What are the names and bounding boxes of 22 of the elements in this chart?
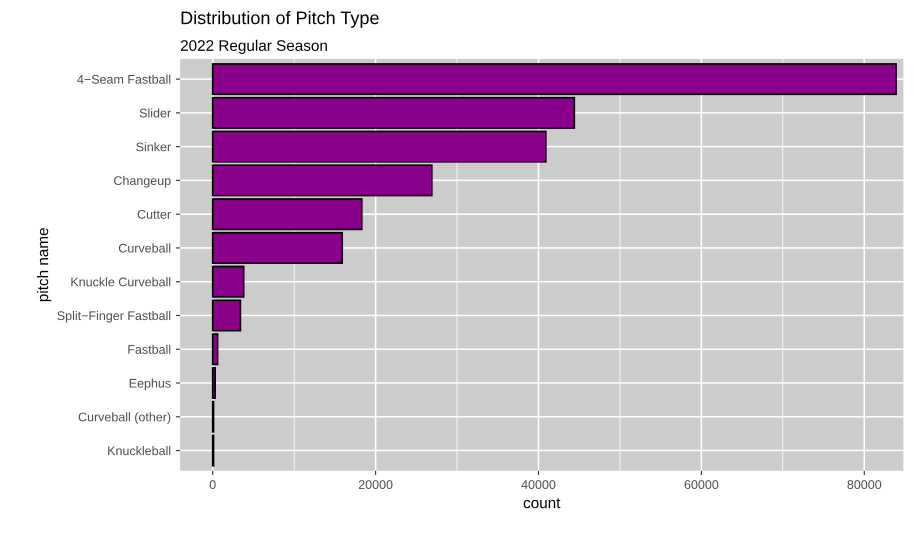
- x-axis-title: count: [524, 498, 560, 508]
- y-tick-label: Curveball: [118, 243, 170, 253]
- x-tick-label: 40000: [521, 480, 556, 490]
- y-tick-label: Sinker: [136, 142, 171, 152]
- y-tick-label: Fastball: [128, 344, 170, 354]
- y-axis-title: pitch name: [37, 228, 52, 302]
- y-tick-label: Curveball (other): [78, 412, 170, 424]
- y-tick-label: Changeup: [114, 176, 171, 188]
- y-tick-label: Cutter: [138, 210, 171, 219]
- y-tick-label: Split−Finger Fastball: [57, 310, 170, 323]
- chart-subtitle: 2022 Regular Season: [180, 40, 327, 54]
- y-tick-label: Knuckleball: [108, 446, 170, 456]
- y-tick-label: Knuckle Curveball: [71, 277, 170, 286]
- y-tick-label: Slider: [140, 108, 171, 118]
- y-tick-label: Eephus: [130, 378, 171, 390]
- x-tick-label: 20000: [358, 480, 392, 490]
- x-tick-label: 80000: [847, 480, 882, 490]
- chart-title: Distribution of Pitch Type: [182, 10, 379, 28]
- y-tick-label: 4−Seam Fastball: [77, 74, 170, 84]
- bar: [212, 63, 897, 96]
- x-tick-label: 60000: [684, 480, 718, 490]
- x-tick-label: 0: [210, 480, 216, 490]
